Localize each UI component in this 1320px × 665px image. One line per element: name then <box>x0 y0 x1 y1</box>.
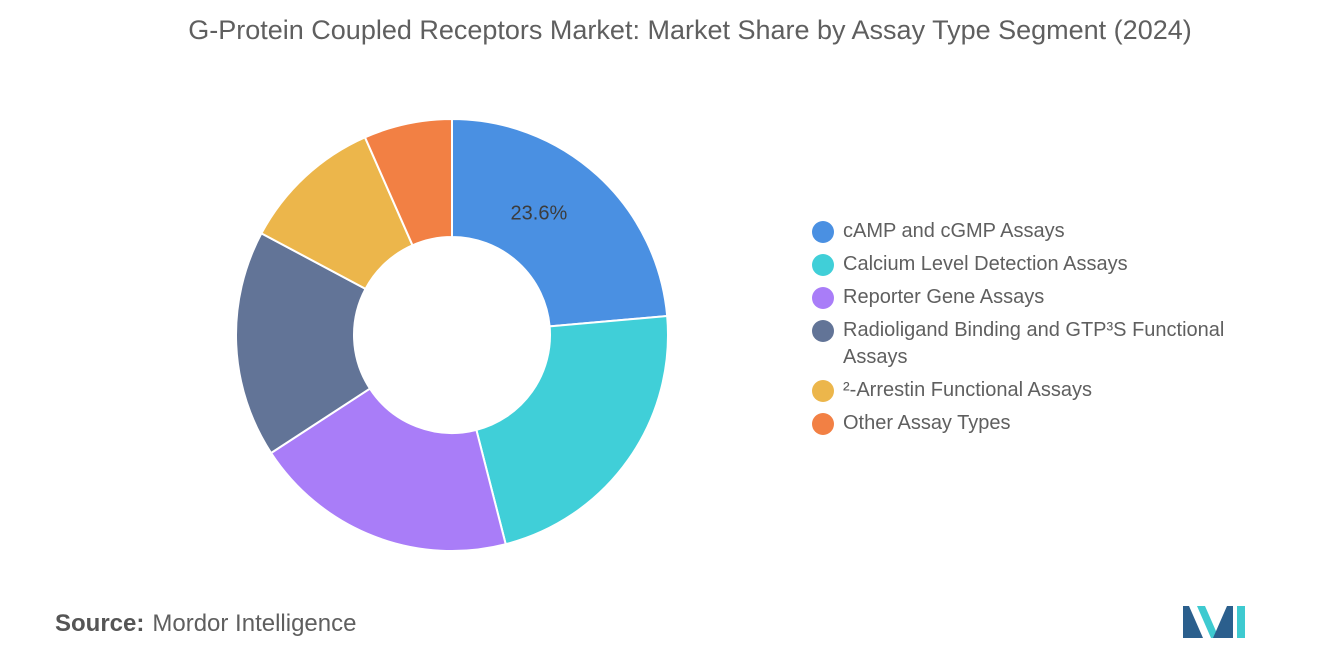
legend-item: Other Assay Types <box>812 410 1232 437</box>
donut-slice-6 <box>363 117 453 247</box>
legend-item: Radioligand Binding and GTP³S Functional… <box>812 317 1232 371</box>
legend-label: Radioligand Binding and GTP³S Functional… <box>843 319 1225 368</box>
mordor-logo-icon <box>1183 606 1245 638</box>
donut-slice-2 <box>475 314 669 546</box>
legend-item: ²-Arrestin Functional Assays <box>812 377 1232 404</box>
donut-slice-3 <box>269 387 507 552</box>
legend-swatch <box>812 254 834 276</box>
legend-label: Reporter Gene Assays <box>843 286 1045 308</box>
legend-swatch <box>812 320 834 342</box>
legend-swatch <box>812 413 834 435</box>
legend-label: Other Assay Types <box>843 412 1011 434</box>
legend-item: Calcium Level Detection Assays <box>812 251 1232 278</box>
source-line: Source: Mordor Intelligence <box>55 610 356 638</box>
legend-swatch <box>812 287 834 309</box>
source-text: Mordor Intelligence <box>152 610 357 637</box>
donut-slice-4 <box>235 231 372 455</box>
legend-label: Calcium Level Detection Assays <box>843 253 1128 275</box>
legend-label: ²-Arrestin Functional Assays <box>843 379 1092 401</box>
chart-title: G-Protein Coupled Receptors Market: Mark… <box>188 15 1192 45</box>
legend-item: Reporter Gene Assays <box>812 284 1232 311</box>
data-label-1: 23.6% <box>511 202 568 224</box>
legend-swatch <box>812 221 834 243</box>
legend-swatch <box>812 380 834 402</box>
donut-slice-1 <box>451 117 669 328</box>
chart-legend: cAMP and cGMP Assays Calcium Level Detect… <box>812 218 1232 443</box>
legend-label: cAMP and cGMP Assays <box>843 220 1065 242</box>
source-label: Source: <box>55 610 145 637</box>
legend-item: cAMP and cGMP Assays <box>812 218 1232 245</box>
